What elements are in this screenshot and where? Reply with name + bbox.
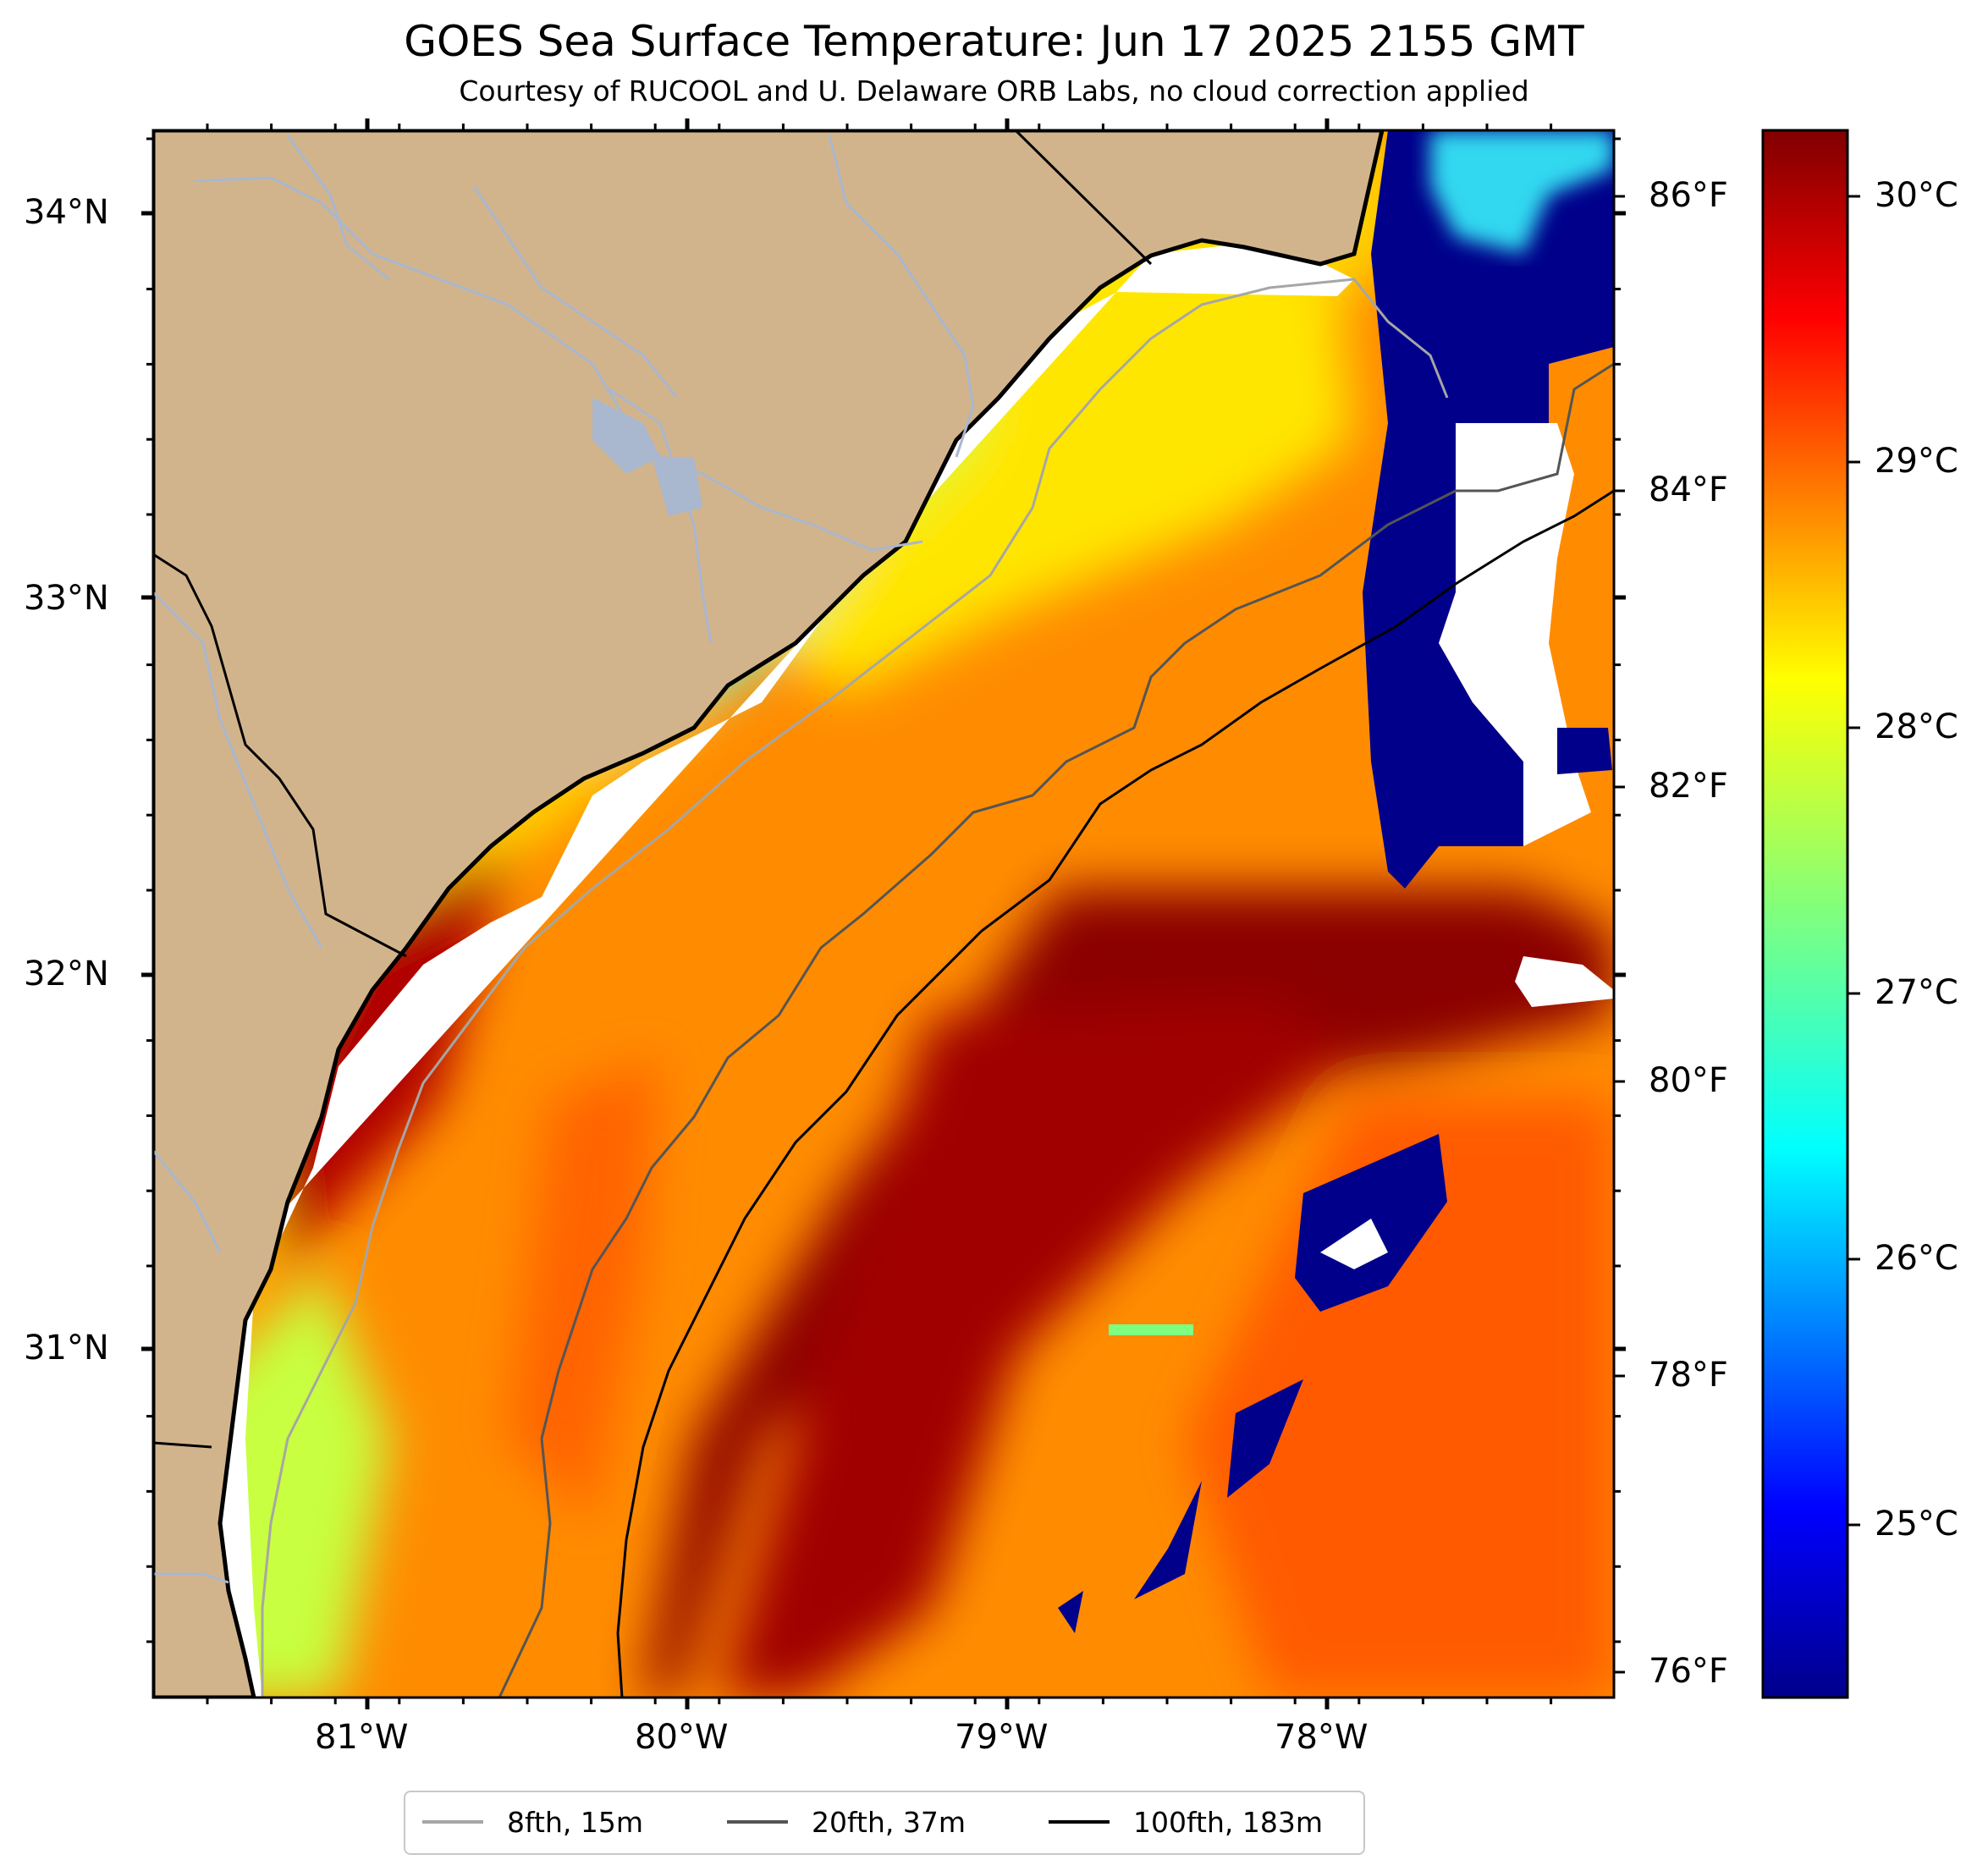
f-label-86: 86°F [1649,176,1728,215]
legend-swatch-20fth [727,1820,788,1824]
lon-label-81: 81°W [315,1718,409,1757]
lat-label-34: 34°N [24,193,109,232]
colorbar [1761,129,1849,1699]
c-label-27: 27°C [1875,973,1958,1012]
legend-label-20fth: 20fth, 37m [812,1805,966,1839]
lon-label-80: 80°W [635,1718,729,1757]
land-mass [153,130,1385,1698]
f-label-82: 82°F [1649,767,1728,806]
c-label-29: 29°C [1875,442,1958,481]
rivers [153,135,975,1584]
legend-label-8fth: 8fth, 15m [507,1805,644,1839]
f-label-80: 80°F [1649,1061,1728,1100]
lon-label-79: 79°W [955,1718,1049,1757]
legend-item-8fth: 8fth, 15m [422,1801,643,1843]
isobath-legend: 8fth, 15m 20fth, 37m 100fth, 183m [404,1791,1365,1855]
lat-label-33: 33°N [24,579,109,618]
legend-swatch-8fth [422,1820,483,1824]
map-frame [151,129,1616,1699]
legend-item-20fth: 20fth, 37m [727,1801,966,1843]
lon-label-78: 78°W [1275,1718,1368,1757]
legend-swatch-100fth [1049,1820,1110,1824]
lat-label-32: 32°N [24,955,109,993]
legend-item-100fth: 100fth, 183m [1049,1801,1323,1843]
f-label-76: 76°F [1649,1652,1728,1691]
c-label-25: 25°C [1875,1505,1958,1544]
colorbar-ticks [1614,195,1860,1674]
map-subtitle: Courtesy of RUCOOL and U. Delaware ORB L… [459,74,1529,107]
c-label-26: 26°C [1875,1239,1958,1278]
c-label-30: 30°C [1875,176,1958,215]
legend-label-100fth: 100fth, 183m [1133,1805,1323,1839]
f-label-84: 84°F [1649,471,1728,509]
map-ticks [141,118,1626,1709]
cloud-mask-region [1363,130,1614,889]
lat-label-31: 31°N [24,1329,109,1367]
isobaths [261,278,1614,1698]
f-label-78: 78°F [1649,1356,1728,1395]
map-area [153,130,1614,1698]
state-borders [153,130,1153,1449]
c-label-28: 28°C [1875,707,1958,746]
map-title: GOES Sea Surface Temperature: Jun 17 202… [404,17,1584,66]
